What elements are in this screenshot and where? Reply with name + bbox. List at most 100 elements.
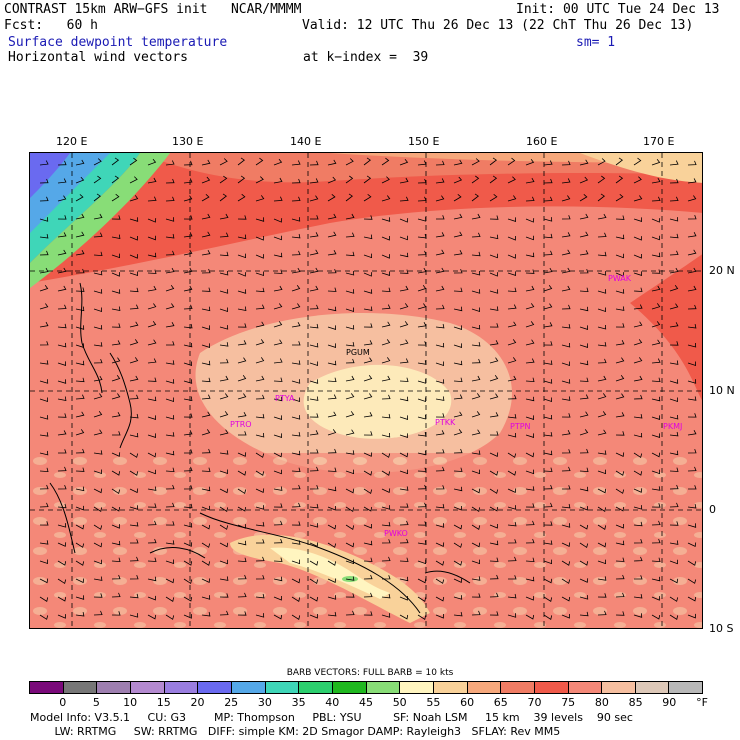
wind-barb [651,339,661,346]
wind-barb [93,506,103,512]
forecast-hour: Fcst: 60 h [4,18,98,33]
wind-barb [219,251,229,257]
wind-barb [579,486,589,492]
wind-barb [687,324,697,329]
wind-barb [525,235,534,241]
wind-barb [489,253,498,259]
wind-barb [129,470,139,476]
wind-barb [615,540,625,546]
wind-barb [327,524,337,530]
wind-barb [687,379,697,384]
wind-barb [435,160,445,166]
wind-barb [669,414,679,420]
wind-barb [273,486,283,491]
wind-barb [147,339,157,346]
wind-barb [471,289,481,294]
station-label: PGUM [346,348,370,357]
wind-barb [75,360,85,366]
wind-barb [615,412,625,418]
wind-barb [399,557,409,562]
wind-barb [273,520,283,526]
wind-barb [471,524,481,530]
colorbar-tick-label: 15 [156,696,171,709]
wind-barb [597,488,607,494]
wind-barb [669,341,679,346]
wind-barb [237,393,247,400]
wind-barb [165,502,175,508]
wind-barb [399,158,409,166]
wind-barb [201,176,211,184]
wind-barb [687,430,697,436]
wind-barbs [39,157,697,620]
wind-barb [543,341,553,346]
wind-barb [255,254,264,259]
wind-barb [75,394,85,400]
wind-barb [381,157,390,166]
wind-barb [687,523,697,528]
wind-barb [327,250,337,256]
wind-barb [309,160,319,166]
wind-barb [129,394,139,400]
wind-barb [147,377,157,382]
colorbar-swatch [568,682,603,693]
wind-barb [597,307,607,313]
wind-barb [57,178,67,184]
wind-barb [525,469,534,475]
wind-barb [57,160,67,166]
wind-barb [255,339,265,346]
wind-barb [219,375,229,382]
wind-barb [291,160,301,166]
wind-barb [39,397,49,403]
wind-barb [633,357,643,364]
wind-barb [57,596,67,602]
wind-barb [129,613,139,618]
wind-barb [633,157,642,166]
wind-barb [255,413,265,419]
wind-barb [471,251,481,257]
wind-barb [273,252,283,258]
wind-barb [651,503,661,508]
wind-barb [381,321,391,328]
wind-barb [93,325,103,330]
wind-barb [165,432,175,437]
colorbar-swatch [332,682,367,693]
colorbar-tick-label: 25 [224,696,239,709]
wind-barb [687,160,697,166]
wind-barb [363,488,373,495]
station-label: PTYA [275,394,295,403]
wind-barb [75,176,85,184]
wind-barb [273,576,283,582]
wind-barb [39,341,49,346]
wind-barb [273,235,282,241]
wind-barb [597,469,606,475]
wind-barb [309,379,319,384]
wind-barb [201,377,211,383]
wind-barb [669,540,679,545]
wind-barb [561,195,571,202]
wind-barb [273,196,283,202]
wind-barb [147,520,157,526]
wind-barb [111,306,121,311]
wind-barb [633,538,643,544]
wind-barb [579,343,589,348]
wind-barb [183,160,193,166]
wind-barb [147,396,157,402]
wind-barb [633,287,643,292]
wind-barb [345,213,355,220]
wind-barb [363,323,373,328]
wind-barb [687,578,697,584]
wind-barb [543,303,553,310]
wind-barb [669,614,679,620]
wind-barb [147,576,157,582]
wind-barb [561,249,571,256]
station-label: PWAK [608,274,632,283]
wind-barb [597,450,607,455]
wind-barb [597,358,607,364]
wind-barb [669,578,679,584]
wind-barb [93,289,103,294]
wind-barb [39,160,49,166]
wind-barb [165,250,175,256]
wind-barb [93,450,103,455]
wind-barb [237,272,247,277]
wind-barb [309,413,319,418]
